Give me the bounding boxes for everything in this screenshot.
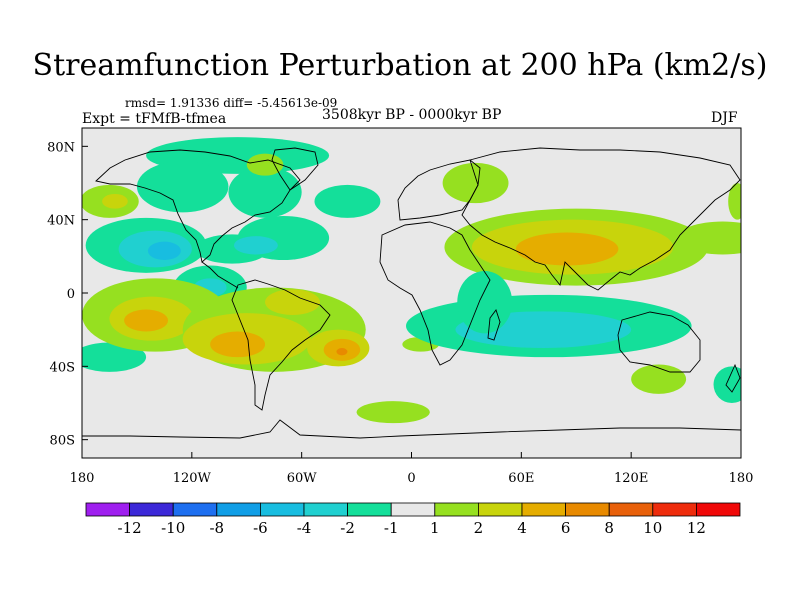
y-tick-label-3: 40S [50,360,75,375]
x-tick-label-6: 180 [729,471,754,486]
coastline-central-america [201,261,239,289]
colorbar-label-0: -12 [118,519,142,537]
season-label: DJF [711,110,738,126]
colorbar-label-12: 10 [643,519,662,537]
colorbar-label-11: 8 [604,519,614,537]
contour-fields [82,137,741,424]
field-blob-6 [246,153,284,176]
coastline-north-america [95,149,301,263]
colorbar-swatch-12 [608,502,654,517]
x-tick-label-1: 120W [173,471,212,486]
field-blob-32 [676,221,741,255]
field-blob-37 [631,364,687,394]
x-axis: 180 120W 60W 0 60E 120E 180 [70,452,754,486]
colorbar-label-4: -4 [297,519,312,537]
coastline-new-zealand [725,363,741,393]
field-blob-36 [457,271,513,334]
field-blob-33 [728,183,741,220]
coastline-madagascar [487,309,501,341]
colorbar-swatch-7 [390,502,436,517]
colorbar-swatch-8 [434,502,479,517]
colorbar-label-8: 2 [474,519,484,537]
y-tick-label-0: 80N [47,140,75,155]
coastlines [82,147,741,439]
experiment-label: Expt = tFMfB-tfmea [82,111,227,127]
colorbar-swatch-13 [652,502,697,517]
field-blob-11 [233,236,278,255]
colorbar-swatch-3 [216,502,261,517]
field-blob-9 [147,241,181,260]
field-blob-15 [442,162,509,204]
colorbar-label-9: 4 [517,519,527,537]
colorbar-swatch-11 [565,502,610,517]
colorbar-label-2: -8 [209,519,224,537]
coastline-europe [397,159,481,221]
coastline-australia [617,311,701,373]
colorbar: -12 -10 -8 -6 -4 -2 -1 1 2 4 6 8 10 12 [85,502,741,537]
coastline-asia [461,147,741,291]
x-tick-label-0: 180 [70,471,95,486]
colorbar-swatch-6 [347,502,392,517]
colorbar-label-6: -1 [384,519,399,537]
field-blob-16 [82,342,147,372]
field-blob-28 [356,401,430,424]
colorbar-swatch-2 [172,502,218,517]
field-blob-1 [102,194,128,209]
coastline-greenland [271,147,319,191]
y-axis: 80N 40N 0 40S 80S [47,140,88,449]
field-blob-26 [336,348,348,356]
colorbar-label-10: 6 [561,519,571,537]
field-blob-38 [713,366,741,403]
x-tick-label-2: 60W [287,471,318,486]
field-blob-23 [265,289,320,315]
coastline-south-america [231,279,331,411]
colorbar-swatch-10 [521,502,566,517]
field-blob-3 [136,161,229,213]
colorbar-label-7: 1 [430,519,440,537]
y-tick-label-1: 40N [47,214,75,229]
coastline-africa [379,221,491,366]
period-label: 3508kyr BP - 0000kyr BP [322,107,502,123]
y-tick-label-4: 80S [50,434,75,449]
stats-label: rmsd= 1.91336 diff= -5.45613e-09 [125,96,338,110]
colorbar-swatch-14 [696,502,741,517]
colorbar-swatch-0 [85,502,130,517]
field-blob-22 [210,331,266,358]
y-tick-label-2: 0 [67,287,75,302]
field-blob-31 [515,232,619,266]
field-blob-14 [314,184,381,218]
field-blob-19 [124,309,169,332]
x-tick-label-3: 0 [407,471,415,486]
colorbar-swatch-4 [259,502,305,517]
colorbar-label-5: -2 [340,519,355,537]
colorbar-swatch-5 [303,502,348,517]
coastline-antarctica [82,419,741,439]
x-tick-label-5: 120E [614,471,648,486]
colorbar-label-1: -10 [161,519,185,537]
colorbar-swatch-9 [477,502,523,517]
colorbar-label-3: -6 [253,519,268,537]
colorbar-swatch-1 [129,502,174,517]
chart-title: Streamfunction Perturbation at 200 hPa (… [32,48,768,83]
colorbar-label-13: 12 [687,519,706,537]
x-tick-label-4: 60E [508,471,534,486]
